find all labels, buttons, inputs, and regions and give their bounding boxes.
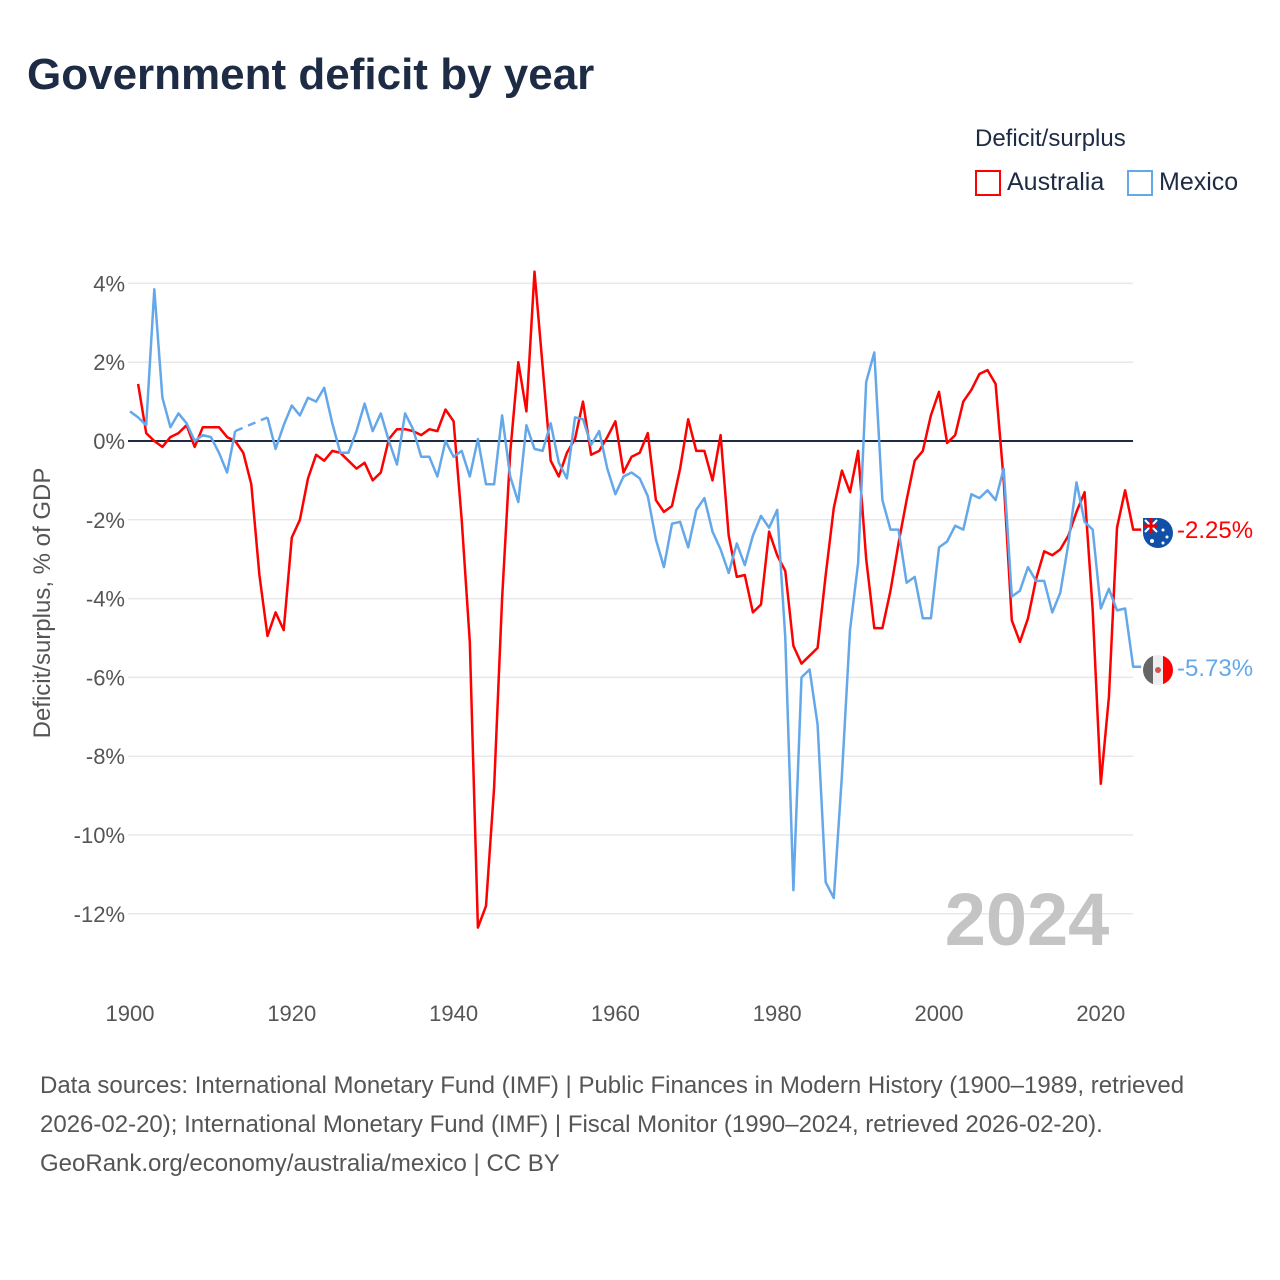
legend-title: Deficit/surplus	[975, 125, 1126, 152]
y-tick-label: 2%	[93, 350, 125, 375]
flag-mexico-icon	[1143, 655, 1173, 685]
y-tick-label: 4%	[93, 271, 125, 296]
legend-label: Mexico	[1159, 168, 1239, 196]
year-watermark: 2024	[945, 878, 1110, 961]
attribution-link[interactable]: GeoRank.org/economy/australia/mexico | C…	[40, 1150, 560, 1177]
end-label-australia: -2.25%	[1177, 517, 1253, 544]
legend-swatch-mexico	[1127, 169, 1153, 196]
series-line-australia	[136, 270, 1142, 929]
footer: Data sources: International Monetary Fun…	[40, 1066, 1240, 1183]
end-label-mexico: -5.73%	[1177, 655, 1253, 682]
legend-swatch-australia	[975, 169, 1001, 196]
x-tick-label: 2000	[915, 1001, 964, 1026]
x-tick-label: 1960	[591, 1001, 640, 1026]
chart-title: Government deficit by year	[27, 50, 595, 99]
y-tick-label: -6%	[86, 665, 125, 690]
y-tick-label: -2%	[86, 508, 125, 533]
legend-item-mexico[interactable]: Mexico	[1127, 168, 1238, 197]
legend-label: Australia	[1007, 168, 1105, 196]
y-tick-label: 0%	[93, 429, 125, 454]
y-axis-label: Deficit/surplus, % of GDP	[29, 468, 56, 739]
legend-item-australia[interactable]: Australia	[975, 168, 1104, 197]
data-sources: Data sources: International Monetary Fun…	[40, 1072, 1185, 1138]
y-tick-label: -12%	[74, 902, 125, 927]
flag-australia-icon	[1143, 518, 1173, 548]
x-tick-label: 1940	[429, 1001, 478, 1026]
series-line-mexico	[129, 288, 1142, 900]
y-tick-label: -8%	[86, 744, 125, 769]
x-tick-label: 1920	[267, 1001, 316, 1026]
x-tick-label: 2020	[1076, 1001, 1125, 1026]
series-gap-mexico	[234, 416, 269, 433]
x-tick-label: 1980	[753, 1001, 802, 1026]
y-tick-label: -10%	[74, 823, 125, 848]
y-tick-label: -4%	[86, 587, 125, 612]
x-tick-label: 1900	[106, 1001, 155, 1026]
